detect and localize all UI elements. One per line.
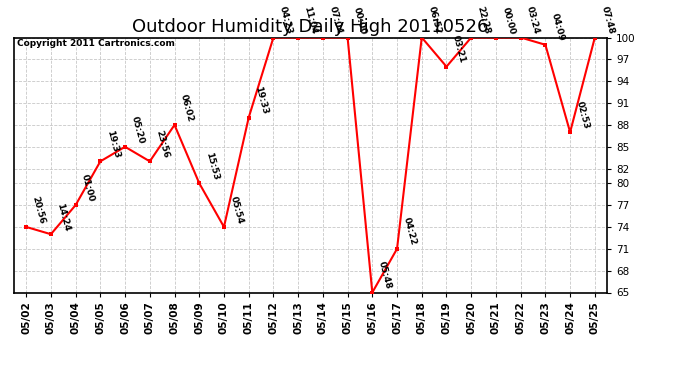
Text: 02:53: 02:53 [575, 100, 591, 130]
Text: 04:09: 04:09 [550, 13, 566, 43]
Text: 19:33: 19:33 [105, 129, 121, 159]
Text: 11:04: 11:04 [303, 5, 319, 35]
Text: 03:21: 03:21 [451, 34, 467, 64]
Text: 22:28: 22:28 [475, 5, 492, 35]
Text: 23:56: 23:56 [155, 129, 170, 159]
Text: 05:20: 05:20 [130, 115, 146, 145]
Text: 05:48: 05:48 [377, 260, 393, 290]
Text: 00:00: 00:00 [352, 6, 368, 35]
Text: 07:48: 07:48 [600, 5, 615, 35]
Text: 06:52: 06:52 [426, 6, 442, 35]
Text: 15:53: 15:53 [204, 151, 220, 181]
Text: 03:24: 03:24 [525, 5, 541, 35]
Text: 00:00: 00:00 [500, 6, 516, 35]
Text: 07:04: 07:04 [327, 5, 344, 35]
Text: 19:33: 19:33 [253, 86, 269, 116]
Text: 04:22: 04:22 [402, 217, 417, 247]
Text: 04:23: 04:23 [278, 5, 294, 35]
Title: Outdoor Humidity Daily High 20110526: Outdoor Humidity Daily High 20110526 [132, 18, 489, 36]
Text: 20:56: 20:56 [30, 195, 47, 225]
Text: 06:02: 06:02 [179, 93, 195, 123]
Text: 01:00: 01:00 [80, 173, 96, 203]
Text: 14:24: 14:24 [55, 202, 72, 232]
Text: Copyright 2011 Cartronics.com: Copyright 2011 Cartronics.com [17, 39, 175, 48]
Text: 05:54: 05:54 [228, 195, 244, 225]
